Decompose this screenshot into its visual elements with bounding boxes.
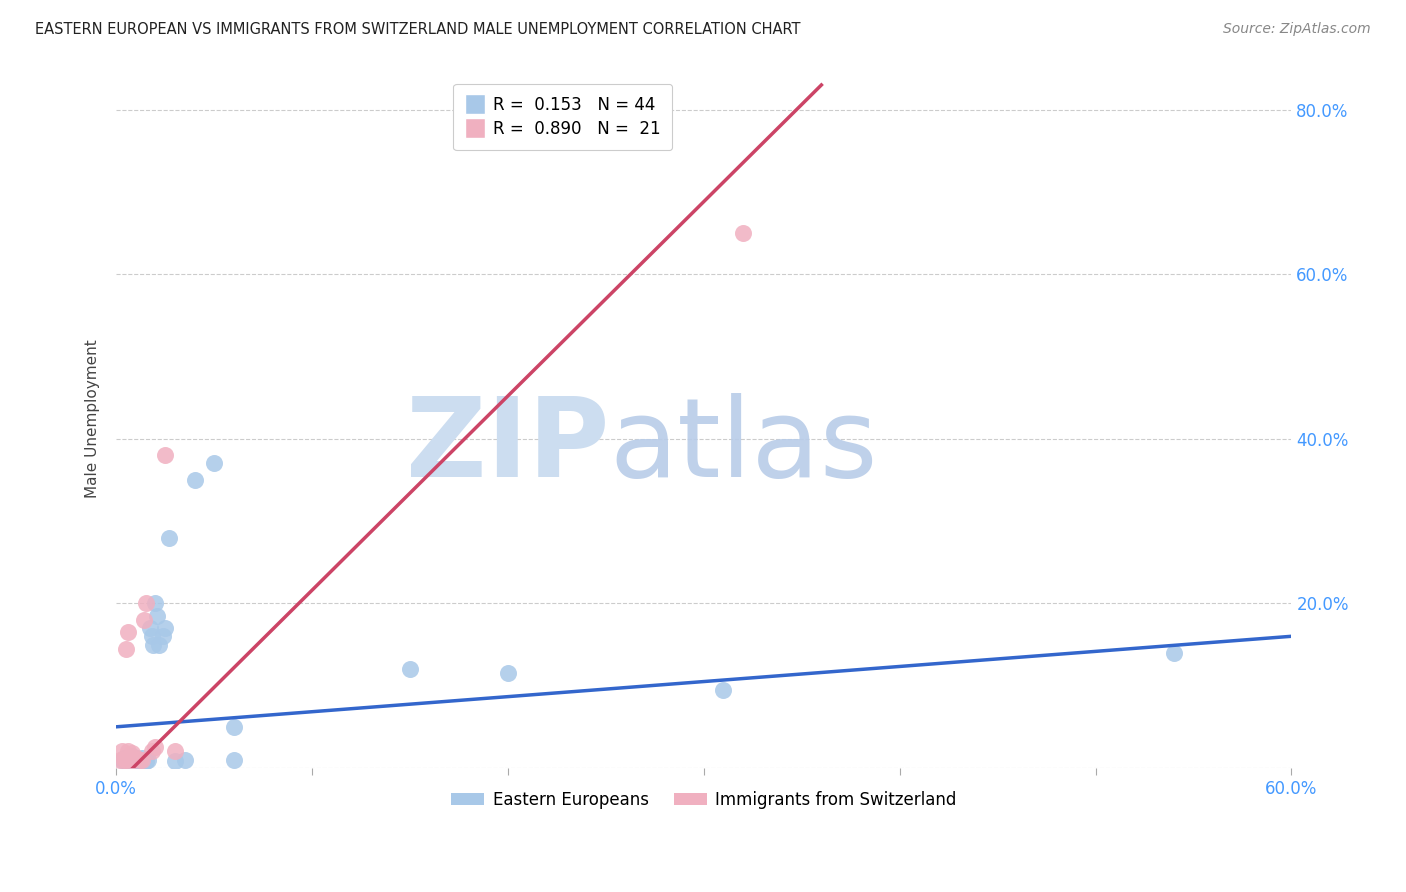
Point xyxy=(496,666,519,681)
Point xyxy=(125,751,148,765)
Point xyxy=(121,755,143,769)
Point xyxy=(108,753,131,767)
Point xyxy=(125,751,148,765)
Point xyxy=(183,473,205,487)
Point xyxy=(142,638,165,652)
Point xyxy=(131,755,153,769)
Point xyxy=(115,755,138,769)
Point xyxy=(222,753,245,767)
Point xyxy=(399,662,422,676)
Point xyxy=(122,753,145,767)
Point xyxy=(157,531,180,545)
Text: Source: ZipAtlas.com: Source: ZipAtlas.com xyxy=(1223,22,1371,37)
Point xyxy=(122,755,145,769)
Point xyxy=(135,596,157,610)
Point xyxy=(731,226,754,240)
Point xyxy=(118,753,141,767)
Point xyxy=(111,744,134,758)
Point xyxy=(112,753,135,767)
Point xyxy=(222,720,245,734)
Point xyxy=(122,753,145,767)
Point xyxy=(145,740,167,755)
Point xyxy=(141,744,163,758)
Point xyxy=(146,608,169,623)
Point xyxy=(131,753,153,767)
Point xyxy=(148,638,170,652)
Point xyxy=(115,753,138,767)
Point xyxy=(117,625,139,640)
Text: atlas: atlas xyxy=(610,392,879,500)
Point xyxy=(713,682,735,697)
Point xyxy=(155,448,177,462)
Point xyxy=(132,755,155,769)
Point xyxy=(141,629,163,643)
Point xyxy=(117,751,139,765)
Text: ZIP: ZIP xyxy=(406,392,610,500)
Point xyxy=(121,748,143,763)
Point xyxy=(173,753,195,767)
Point xyxy=(118,755,141,769)
Point xyxy=(125,755,148,769)
Point xyxy=(131,751,153,765)
Point xyxy=(1163,646,1185,660)
Point xyxy=(135,755,157,769)
Text: EASTERN EUROPEAN VS IMMIGRANTS FROM SWITZERLAND MALE UNEMPLOYMENT CORRELATION CH: EASTERN EUROPEAN VS IMMIGRANTS FROM SWIT… xyxy=(35,22,800,37)
Point xyxy=(111,753,134,767)
Legend: Eastern Europeans, Immigrants from Switzerland: Eastern Europeans, Immigrants from Switz… xyxy=(444,784,963,815)
Point xyxy=(115,753,138,767)
Y-axis label: Male Unemployment: Male Unemployment xyxy=(86,339,100,498)
Point xyxy=(138,621,160,635)
Point xyxy=(117,755,139,769)
Point xyxy=(118,751,141,765)
Point xyxy=(121,751,143,765)
Point xyxy=(127,755,149,769)
Point xyxy=(128,753,150,767)
Point xyxy=(128,753,150,767)
Point xyxy=(145,596,167,610)
Point xyxy=(128,755,150,769)
Point xyxy=(117,744,139,758)
Point xyxy=(115,641,138,656)
Point xyxy=(202,457,225,471)
Point xyxy=(152,629,174,643)
Point xyxy=(136,753,159,767)
Point xyxy=(125,753,148,767)
Point xyxy=(112,751,135,765)
Point xyxy=(127,753,149,767)
Point xyxy=(132,613,155,627)
Point xyxy=(163,755,186,769)
Point xyxy=(121,746,143,760)
Point xyxy=(155,621,177,635)
Point xyxy=(135,753,157,767)
Point xyxy=(163,744,186,758)
